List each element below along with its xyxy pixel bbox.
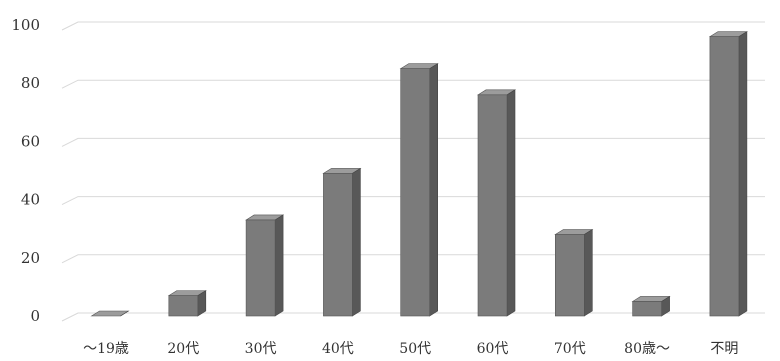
y-tick-label: 100 [11, 16, 40, 34]
bar-front-face [554, 234, 585, 317]
bar-7 [554, 228, 594, 317]
bar-1 [90, 310, 130, 317]
x-tick-label: 70代 [554, 341, 586, 357]
gridline [61, 137, 765, 147]
y-tick-label: 60 [21, 132, 40, 150]
bars [90, 31, 748, 317]
y-tick-label: 80 [21, 74, 40, 92]
x-tick-label: 40代 [322, 341, 354, 357]
gridline [61, 312, 765, 322]
bar-side-face [506, 89, 516, 317]
bar-2 [167, 290, 207, 317]
bar-8 [631, 295, 671, 317]
bar-side-face [352, 167, 361, 317]
bar-side-face [120, 310, 129, 317]
x-tick-label: 80歳～ [624, 341, 670, 357]
bar-front-face [400, 68, 431, 317]
x-tick-label: 不明 [710, 341, 738, 357]
bar-front-face [709, 36, 740, 317]
x-tick-label: 30代 [245, 341, 277, 357]
y-tick-label: 40 [21, 191, 40, 209]
bar-front-face [477, 94, 508, 317]
bar-4 [322, 167, 362, 317]
gridline [61, 196, 765, 206]
gridline [61, 21, 765, 31]
bar-side-face [274, 214, 284, 317]
bar-top-face [90, 310, 130, 317]
y-axis: 0 20 40 60 80 100 [11, 16, 40, 325]
bar-3 [245, 214, 285, 317]
bar-front-face [323, 173, 353, 317]
bar-side-face [738, 31, 748, 317]
bar-side-face [429, 63, 439, 317]
y-tick-label: 0 [30, 307, 40, 325]
bar-5 [399, 63, 439, 317]
x-tick-label: 60代 [477, 341, 509, 357]
bar-front-face [245, 219, 276, 317]
x-tick-label: 50代 [399, 341, 431, 357]
bar-side-face [583, 228, 593, 317]
gridline [61, 79, 765, 89]
gridline [61, 254, 765, 264]
y-tick-label: 20 [21, 249, 40, 267]
gridlines [61, 21, 765, 322]
bar-front-face [168, 295, 199, 317]
bar-9 [708, 31, 748, 317]
x-tick-label: ～19歳 [83, 341, 129, 357]
x-tick-label: 20代 [167, 341, 199, 357]
x-axis: ～19歳 20代 30代 40代 50代 60代 70代 80歳～ 不明 [83, 341, 738, 357]
bar-front-face [632, 301, 662, 317]
bar-6 [476, 89, 517, 317]
